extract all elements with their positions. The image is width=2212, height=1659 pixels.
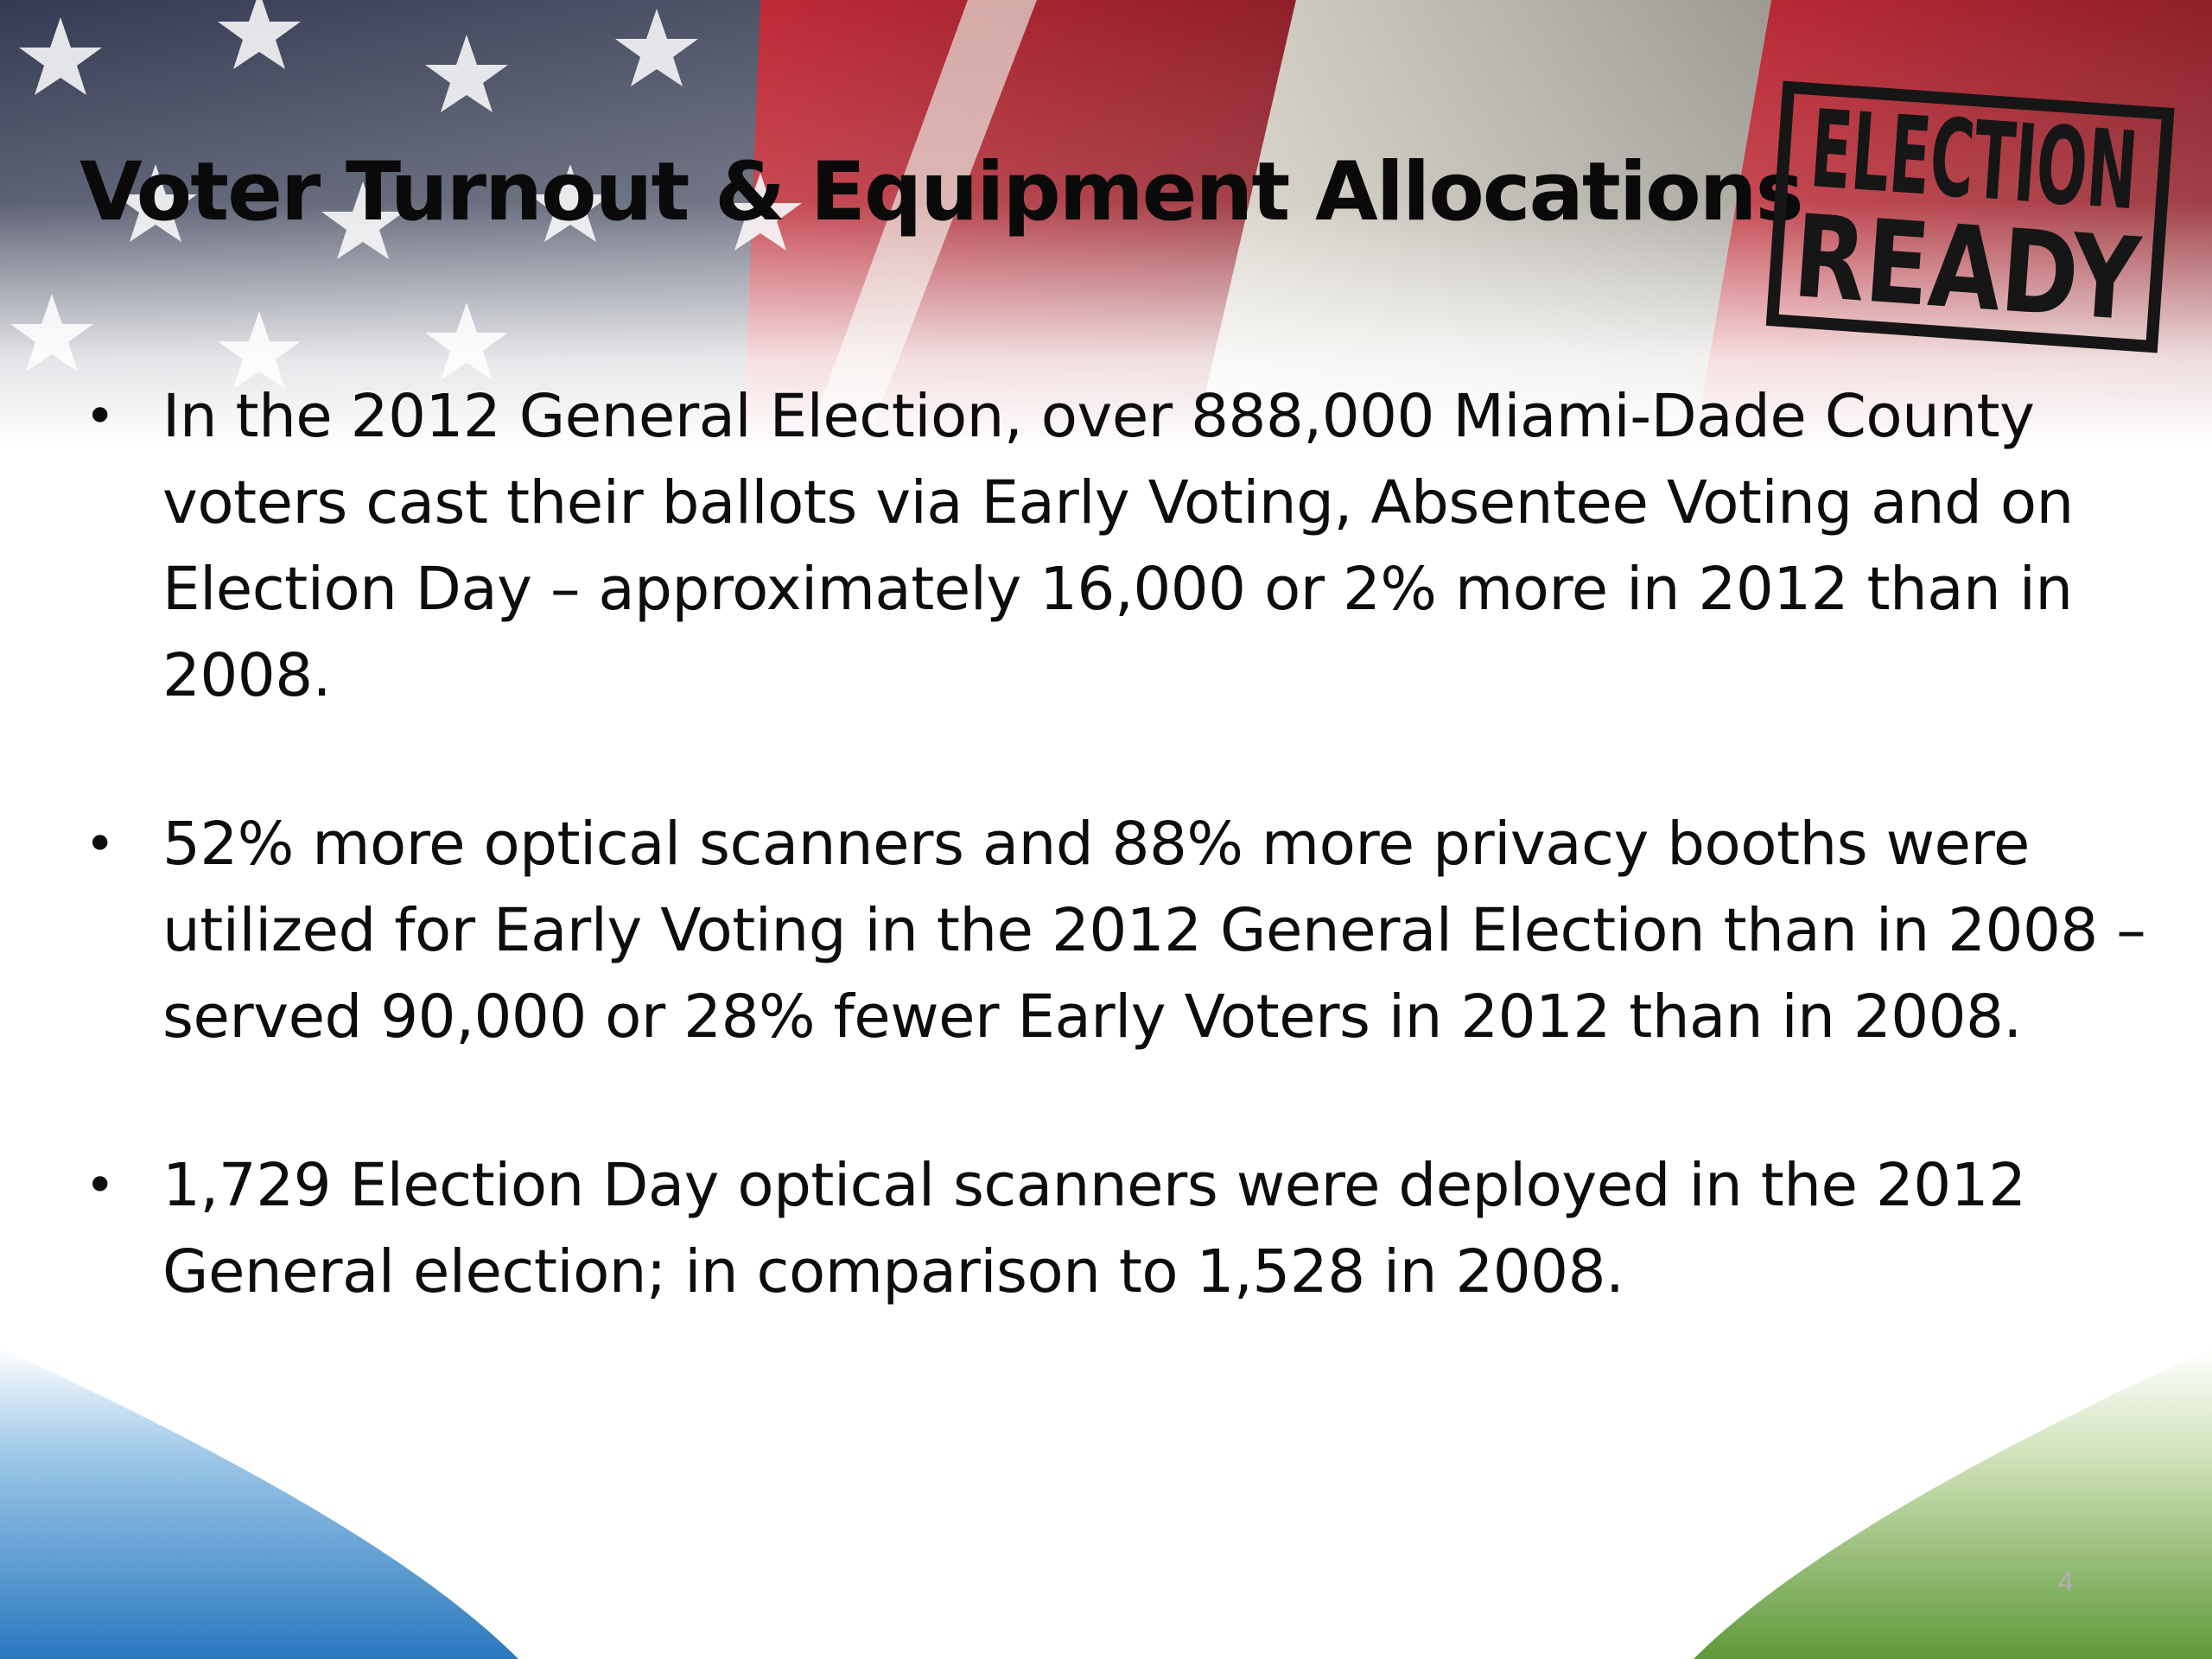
bullet-icon: • (85, 814, 115, 874)
bullet-text: 1,729 Election Day optical scanners were… (162, 1151, 2026, 1306)
american-flag-icon (0, 0, 2212, 449)
bullet-text: In the 2012 General Election, over 888,0… (162, 382, 2074, 710)
bullet-item: • In the 2012 General Election, over 888… (76, 373, 2150, 719)
election-ready-stamp-icon: ELECTION READY (1763, 76, 2177, 361)
bullet-item: • 52% more optical scanners and 88% more… (76, 801, 2150, 1060)
stamp-line-2: READY (1789, 190, 2145, 347)
bullet-icon: • (85, 1155, 115, 1216)
slide-title: Voter Turnout & Equipment Allocations (79, 145, 1804, 239)
bullet-icon: • (85, 386, 115, 447)
bullet-text: 52% more optical scanners and 88% more p… (162, 810, 2146, 1052)
page-number: 4 (2058, 1566, 2074, 1597)
stamp-line-1: ELECTION (1807, 87, 2141, 234)
bullet-list: • In the 2012 General Election, over 888… (76, 373, 2150, 1315)
bullet-item: • 1,729 Election Day optical scanners we… (76, 1142, 2150, 1315)
